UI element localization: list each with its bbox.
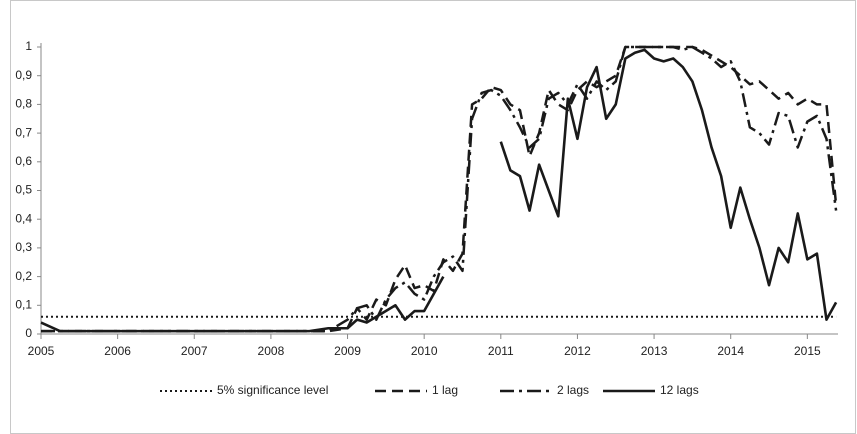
x-tick-label: 2011	[488, 344, 514, 358]
y-tick-label: 0	[25, 326, 32, 340]
y-tick-label: 0,3	[15, 240, 32, 254]
y-tick-label: 0,7	[15, 125, 32, 139]
x-tick-label: 2008	[258, 344, 285, 358]
x-tick-label: 2010	[411, 344, 438, 358]
legend-label: 12 lags	[660, 383, 699, 397]
series-line	[41, 45, 838, 333]
x-tick-label: 2005	[28, 344, 55, 358]
legend-label: 1 lag	[432, 383, 458, 397]
x-tick-label: 2014	[717, 344, 744, 358]
y-tick-label: 0,6	[15, 154, 32, 168]
x-tick-label: 2015	[794, 344, 821, 358]
y-tick-label: 0,2	[15, 269, 32, 283]
y-tick-label: 0,9	[15, 68, 32, 82]
x-tick-label: 2012	[564, 344, 591, 358]
x-tick-label: 2009	[334, 344, 361, 358]
y-tick-label: 1	[25, 39, 32, 53]
y-tick-label: 0,5	[15, 183, 32, 197]
x-tick-label: 2007	[181, 344, 208, 358]
legend-label: 5% significance level	[217, 383, 328, 397]
series-line	[41, 45, 838, 333]
series-line	[40, 48, 838, 333]
x-tick-label: 2006	[104, 344, 131, 358]
y-tick-label: 0,8	[15, 97, 32, 111]
x-tick-label: 2013	[641, 344, 668, 358]
y-tick-label: 0,1	[15, 297, 32, 311]
y-tick-label: 0,4	[15, 211, 32, 225]
legend-label: 2 lags	[557, 383, 589, 397]
